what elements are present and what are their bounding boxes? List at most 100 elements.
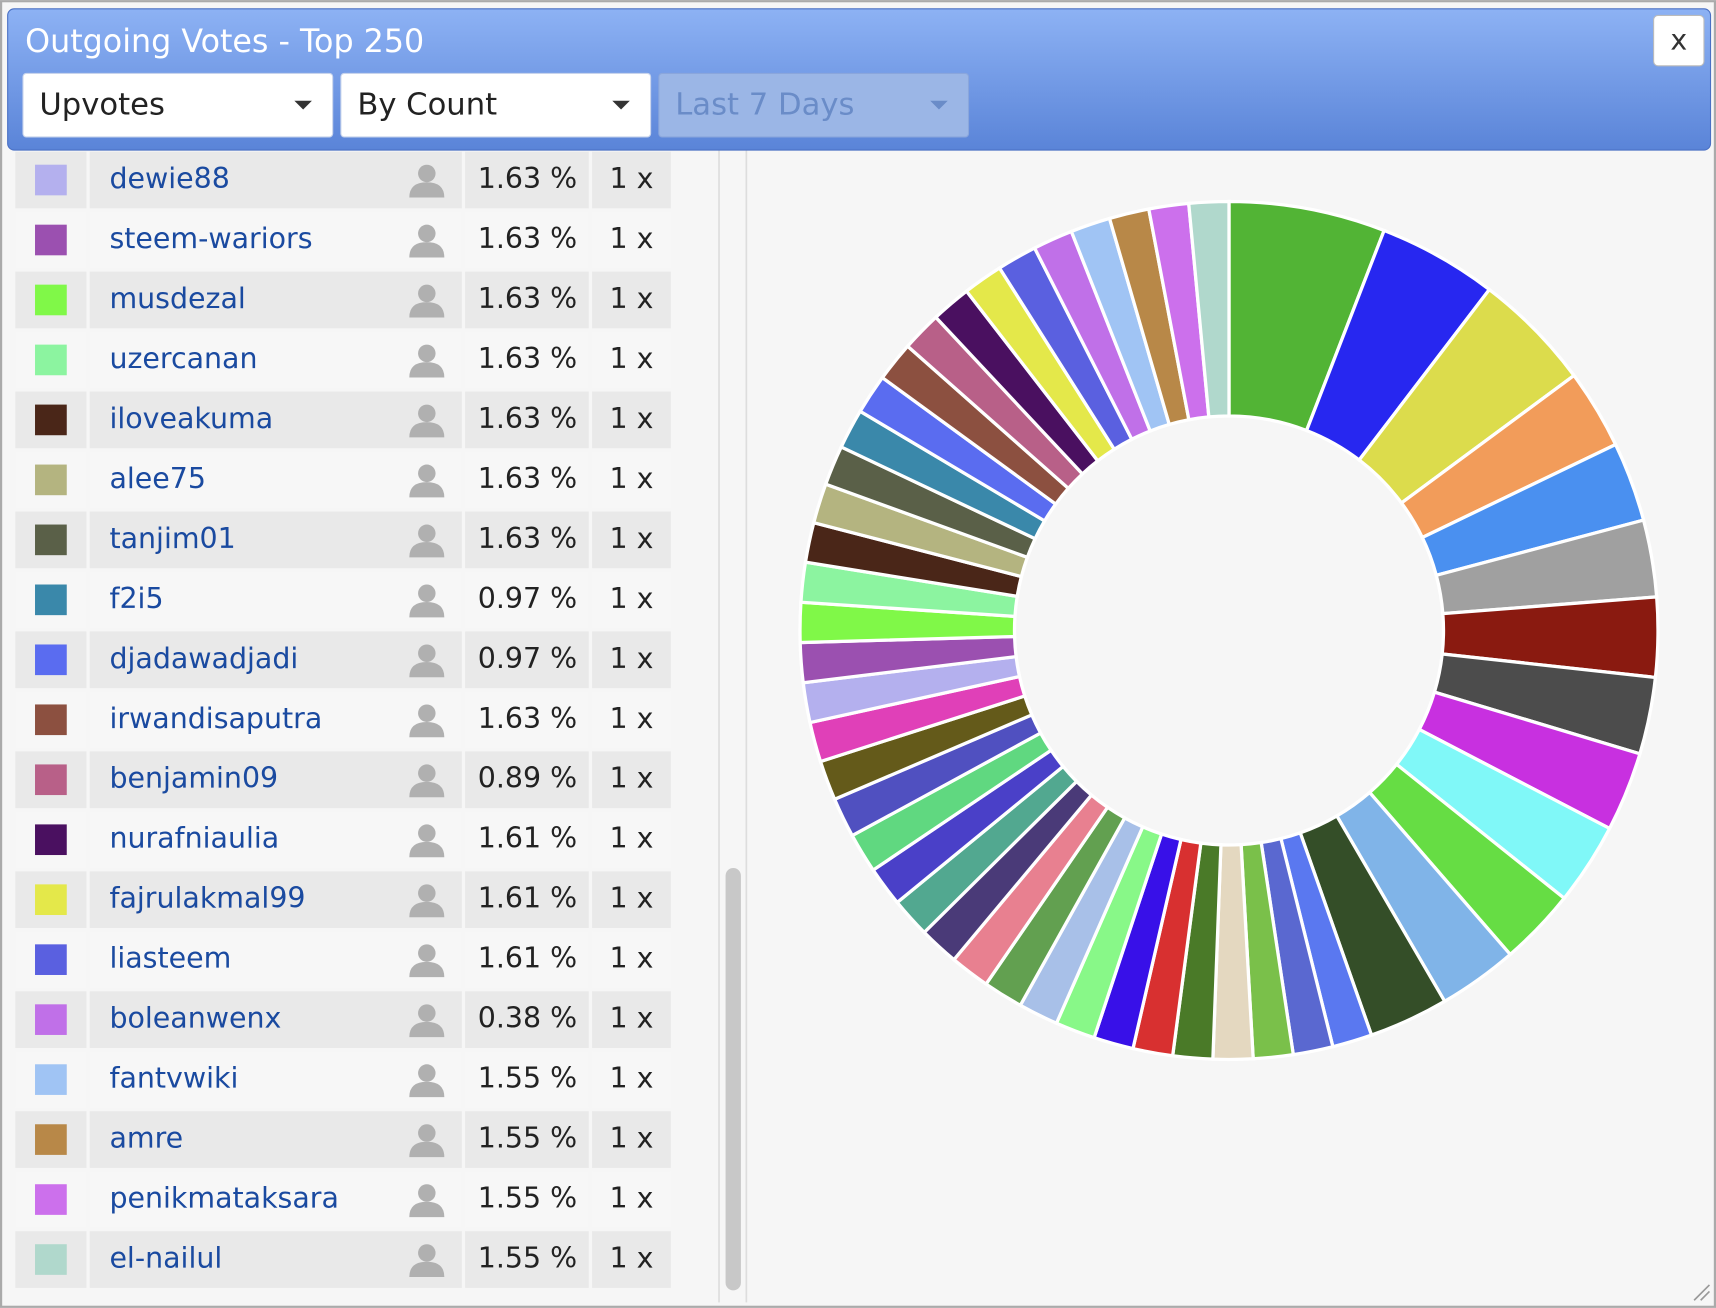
vote-count: 1 x [609, 222, 653, 255]
cell-name [89, 391, 462, 449]
close-label[interactable]: x [1670, 24, 1687, 57]
voter-name[interactable]: iloveakuma [109, 402, 273, 435]
voter-name[interactable]: irwandisaputra [109, 702, 322, 735]
person-icon[interactable] [409, 164, 445, 198]
person-icon[interactable] [409, 344, 445, 378]
vote-share: 1.61 % [478, 942, 577, 975]
cell-count [592, 451, 671, 509]
voter-name[interactable]: amre [109, 1122, 183, 1155]
voter-name[interactable]: fantvwiki [109, 1062, 238, 1095]
cell-count [592, 271, 671, 329]
vote-share: 1.63 % [478, 162, 577, 195]
voter-name[interactable]: alee75 [109, 462, 206, 495]
person-icon[interactable] [409, 404, 445, 438]
voter-name[interactable]: penikmataksara [109, 1182, 338, 1215]
dropdown-label[interactable]: By Count [357, 88, 497, 123]
vote-count: 1 x [609, 1182, 653, 1215]
icon-head [418, 644, 436, 662]
donut-slice[interactable] [1186, 199, 1231, 419]
voter-name[interactable]: boleanwenx [109, 1002, 281, 1035]
person-icon[interactable] [409, 1064, 445, 1098]
vote-share: 1.55 % [478, 1062, 577, 1095]
voter-name[interactable]: djadawadjadi [109, 642, 298, 675]
voter-name[interactable]: musdezal [109, 282, 245, 315]
cell-name [89, 631, 462, 689]
cell-count [592, 631, 671, 689]
voter-name[interactable]: fajrulakmal99 [109, 882, 305, 915]
person-icon[interactable] [409, 524, 445, 558]
color-swatch [35, 884, 67, 916]
cell-name [89, 931, 462, 989]
cell-name [89, 811, 462, 869]
voter-name[interactable]: uzercanan [109, 342, 257, 375]
icon-head [418, 404, 436, 423]
voter-name[interactable]: f2i5 [109, 582, 163, 615]
person-icon[interactable] [409, 824, 445, 858]
voter-name[interactable]: liasteem [109, 942, 231, 975]
cell-name [89, 571, 462, 629]
person-icon[interactable] [409, 224, 445, 258]
person-icon[interactable] [409, 1184, 445, 1218]
voter-name[interactable]: tanjim01 [109, 522, 235, 555]
person-icon[interactable] [409, 1124, 445, 1158]
icon-head [418, 1004, 436, 1022]
dropdown-label[interactable]: Upvotes [39, 88, 165, 123]
cell-share [465, 451, 589, 509]
cell-share [465, 991, 589, 1048]
vote-count: 1 x [609, 822, 653, 855]
vote-count: 1 x [609, 1002, 653, 1035]
color-swatch [35, 464, 67, 496]
person-icon[interactable] [409, 884, 445, 918]
cell-share [465, 571, 589, 629]
vote-share: 0.97 % [478, 642, 577, 675]
voter-name[interactable]: benjamin09 [109, 762, 278, 795]
vote-count: 1 x [609, 522, 653, 555]
dropdown [658, 72, 970, 138]
person-icon[interactable] [409, 1004, 445, 1038]
cell-count [592, 811, 671, 869]
dropdown[interactable] [22, 72, 334, 138]
vote-share: 1.63 % [478, 702, 577, 735]
icon-body [409, 1141, 445, 1158]
person-icon[interactable] [409, 704, 445, 738]
dropdown-caret[interactable] [294, 100, 312, 110]
person-icon[interactable] [409, 464, 445, 498]
cell-share [465, 271, 589, 329]
person-icon[interactable] [409, 944, 445, 978]
icon-head [418, 164, 436, 183]
icon-body [409, 901, 445, 918]
close-button[interactable] [1653, 14, 1705, 67]
scrollbar-thumb[interactable] [725, 867, 741, 1291]
resize-grip[interactable] [1693, 1284, 1711, 1301]
person-icon[interactable] [409, 584, 445, 618]
vote-count: 1 x [609, 942, 653, 975]
color-swatch [35, 1124, 67, 1155]
cell-name [89, 511, 462, 569]
icon-head [418, 584, 436, 603]
color-swatch [35, 704, 67, 736]
dropdown[interactable] [340, 72, 652, 138]
icon-head [418, 284, 436, 303]
icon-body [409, 661, 445, 678]
color-swatch [35, 1064, 67, 1095]
color-swatch [35, 164, 67, 196]
cell-count [592, 151, 671, 209]
person-icon[interactable] [409, 644, 445, 678]
icon-head [418, 884, 436, 902]
icon-head [418, 944, 436, 962]
voter-name[interactable]: steem-wariors [109, 222, 312, 255]
person-icon[interactable] [409, 764, 445, 798]
dropdown-caret[interactable] [612, 100, 630, 110]
voter-name[interactable]: dewie88 [109, 162, 229, 195]
voter-name[interactable]: nurafniaulia [109, 822, 279, 855]
cell-share [465, 1111, 589, 1168]
color-swatch [35, 824, 67, 856]
person-icon[interactable] [409, 1244, 445, 1278]
voter-name[interactable]: el-nailul [109, 1242, 222, 1275]
color-swatch [35, 224, 67, 256]
cell-share [465, 391, 589, 449]
cell-count [592, 1171, 671, 1228]
person-icon[interactable] [409, 284, 445, 318]
